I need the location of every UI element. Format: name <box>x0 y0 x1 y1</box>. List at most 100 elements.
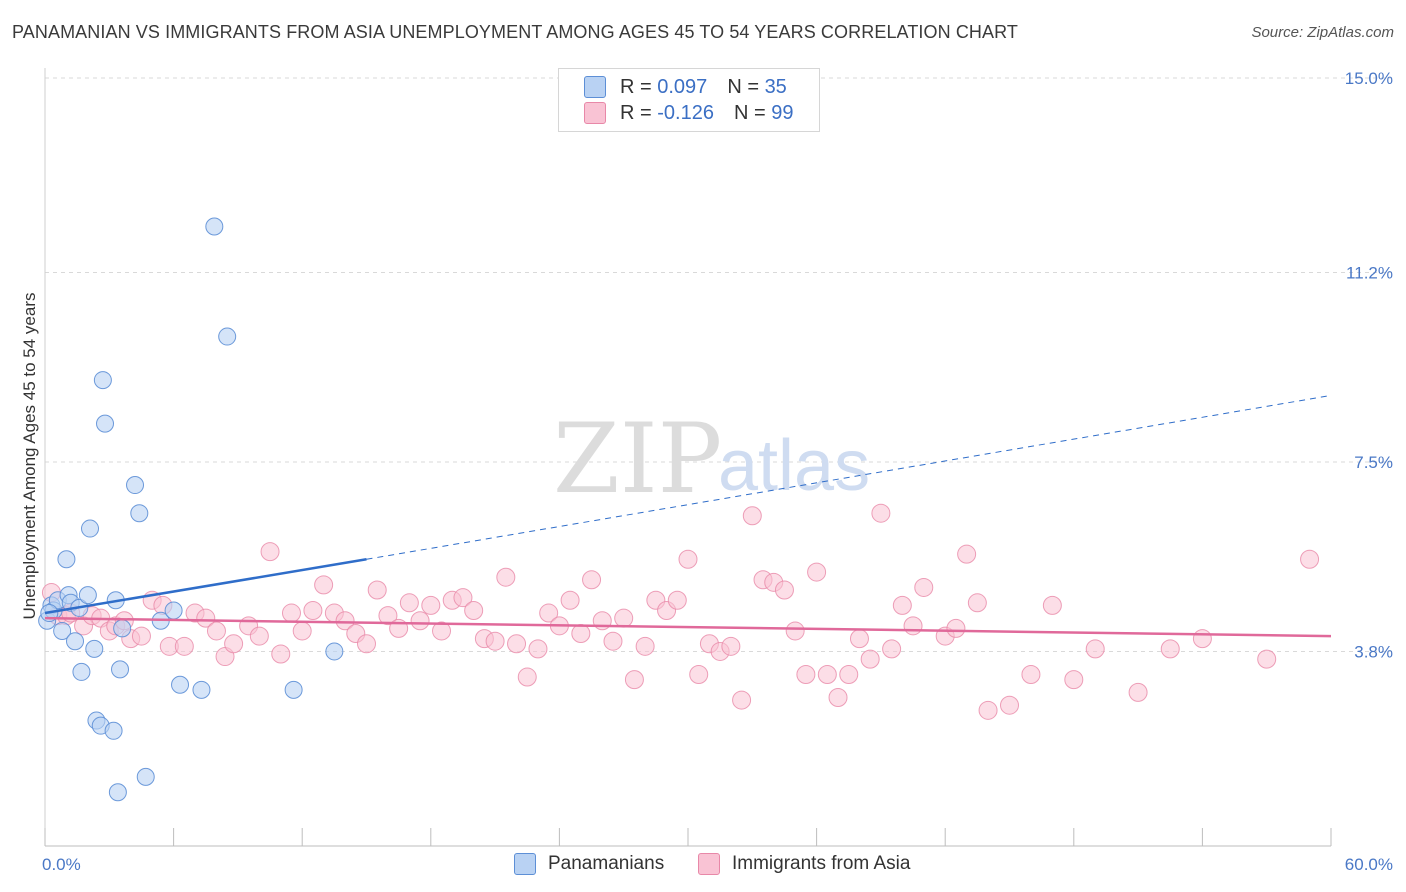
n-value: 35 <box>764 75 787 98</box>
data-point-immigrants-from-asia <box>678 549 698 569</box>
data-point-immigrants-from-asia <box>603 631 623 651</box>
data-point-immigrants-from-asia <box>1160 639 1180 659</box>
trend-line-immigrants-from-asia <box>44 616 1332 638</box>
data-point-immigrants-from-asia <box>903 616 923 636</box>
tick-labels: 3.8% 7.5% 11.2% 15.0% 0.0% 60.0% <box>42 69 1393 874</box>
pink-swatch <box>698 853 720 875</box>
data-point-immigrants-from-asia <box>817 664 837 684</box>
data-point-immigrants-from-asia <box>614 608 634 628</box>
n-label: N = <box>727 75 759 98</box>
data-point-immigrants-from-asia <box>517 667 537 687</box>
data-point-immigrants-from-asia <box>571 624 591 644</box>
data-point-immigrants-from-asia <box>946 618 966 638</box>
data-point-immigrants-from-asia <box>260 542 280 562</box>
r-label: R = <box>620 101 652 124</box>
data-point-panamanians <box>104 721 123 740</box>
x-tick-label: 0.0% <box>42 855 81 874</box>
data-point-immigrants-from-asia <box>1128 682 1148 702</box>
data-point-panamanians <box>171 675 190 694</box>
data-point-immigrants-from-asia <box>1192 629 1212 649</box>
y-tick-label: 3.8% <box>1354 642 1393 661</box>
data-point-panamanians <box>284 680 303 699</box>
legend-row-panamanians: R = 0.097 N = 35 <box>584 74 787 100</box>
data-point-immigrants-from-asia <box>839 664 859 684</box>
legend-item-immigrants-from-asia: Immigrants from Asia <box>698 852 910 876</box>
correlation-legend: R = 0.097 N = 35 R = -0.126 N = 99 <box>558 68 820 132</box>
data-point-immigrants-from-asia <box>367 580 387 600</box>
series-panamanians <box>38 217 344 802</box>
data-point-immigrants-from-asia <box>560 590 580 610</box>
data-point-immigrants-from-asia <box>967 593 987 613</box>
y-tick-label: 15.0% <box>1345 69 1393 88</box>
data-point-immigrants-from-asia <box>828 688 848 708</box>
data-point-immigrants-from-asia <box>892 595 912 615</box>
legend-label: Immigrants from Asia <box>732 853 911 874</box>
gridlines <box>45 77 1392 652</box>
data-point-immigrants-from-asia <box>667 590 687 610</box>
n-label: N = <box>733 101 766 124</box>
data-point-panamanians <box>85 639 104 658</box>
data-point-immigrants-from-asia <box>507 634 527 654</box>
data-point-immigrants-from-asia <box>224 634 244 654</box>
data-point-panamanians <box>78 586 97 605</box>
data-point-immigrants-from-asia <box>774 580 794 600</box>
data-point-immigrants-from-asia <box>528 639 548 659</box>
data-point-immigrants-from-asia <box>335 611 355 631</box>
data-point-immigrants-from-asia <box>742 506 762 526</box>
data-point-immigrants-from-asia <box>871 503 891 523</box>
data-point-immigrants-from-asia <box>914 577 934 597</box>
data-point-immigrants-from-asia <box>1257 649 1277 669</box>
x-tick-label: 60.0% <box>1345 855 1393 874</box>
data-point-immigrants-from-asia <box>292 621 312 641</box>
data-point-immigrants-from-asia <box>303 600 323 620</box>
watermark-zip: ZIP <box>553 403 722 515</box>
data-point-panamanians <box>192 680 211 699</box>
data-point-immigrants-from-asia <box>957 544 977 564</box>
n-value: 99 <box>771 101 794 124</box>
data-point-immigrants-from-asia <box>849 629 869 649</box>
data-point-panamanians <box>164 601 183 620</box>
data-point-immigrants-from-asia <box>399 593 419 613</box>
trend-line-panamanians <box>44 558 367 615</box>
data-point-immigrants-from-asia <box>410 611 430 631</box>
data-point-immigrants-from-asia <box>1300 549 1320 569</box>
trend-line-panamanians-extrapolated <box>366 394 1332 560</box>
data-point-immigrants-from-asia <box>421 595 441 615</box>
data-point-immigrants-from-asia <box>432 621 452 641</box>
data-point-immigrants-from-asia <box>206 621 226 641</box>
data-point-immigrants-from-asia <box>281 603 301 623</box>
data-point-immigrants-from-asia <box>196 608 216 628</box>
data-point-immigrants-from-asia <box>271 644 291 664</box>
data-point-immigrants-from-asia <box>378 606 398 626</box>
r-value: -0.126 <box>657 101 714 124</box>
r-label: R = <box>620 75 652 98</box>
data-point-immigrants-from-asia <box>496 567 516 587</box>
data-point-panamanians <box>53 621 72 640</box>
data-point-panamanians <box>96 414 115 433</box>
data-point-immigrants-from-asia <box>464 600 484 620</box>
data-point-immigrants-from-asia <box>131 626 151 646</box>
y-tick-label: 11.2% <box>1346 264 1393 283</box>
data-point-panamanians <box>113 619 132 638</box>
data-point-immigrants-from-asia <box>721 636 741 656</box>
data-point-immigrants-from-asia <box>1085 639 1105 659</box>
legend-label: Panamanians <box>548 853 665 874</box>
data-point-immigrants-from-asia <box>860 649 880 669</box>
data-point-immigrants-from-asia <box>689 664 709 684</box>
data-point-immigrants-from-asia <box>785 621 805 641</box>
data-point-immigrants-from-asia <box>1000 695 1019 715</box>
data-point-panamanians <box>218 327 237 346</box>
data-point-immigrants-from-asia <box>882 639 902 659</box>
data-point-immigrants-from-asia <box>635 636 655 656</box>
data-point-immigrants-from-asia <box>357 634 376 654</box>
data-point-immigrants-from-asia <box>314 575 334 595</box>
data-point-immigrants-from-asia <box>539 603 559 623</box>
data-point-immigrants-from-asia <box>1042 595 1062 615</box>
data-point-immigrants-from-asia <box>249 626 269 646</box>
data-point-immigrants-from-asia <box>453 588 473 608</box>
data-point-immigrants-from-asia <box>1021 664 1041 684</box>
axes <box>44 68 1332 847</box>
chart-title: PANAMANIAN VS IMMIGRANTS FROM ASIA UNEMP… <box>12 22 1018 42</box>
data-point-immigrants-from-asia <box>624 670 644 690</box>
